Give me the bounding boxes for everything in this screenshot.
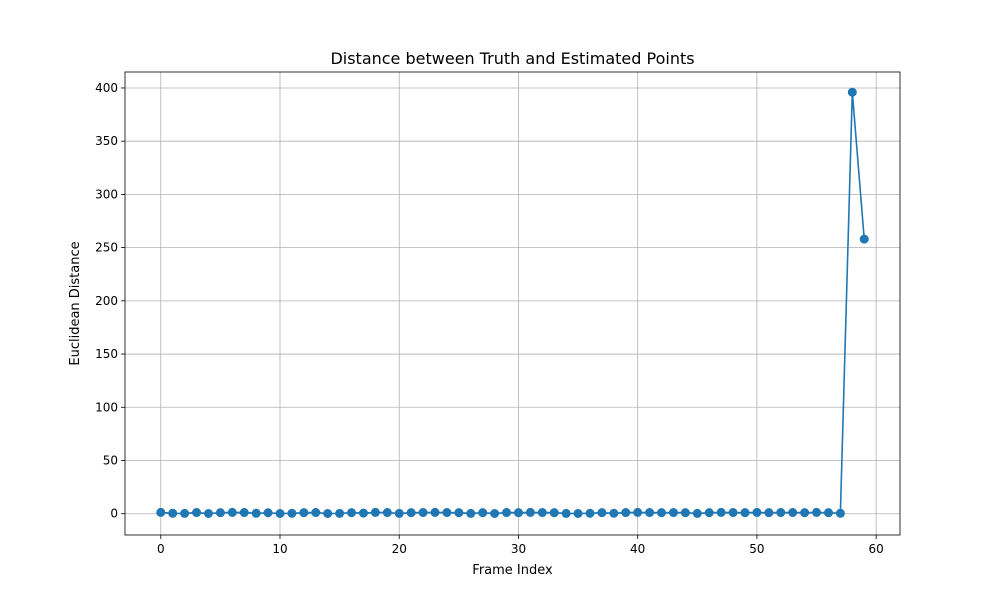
data-point <box>156 507 166 517</box>
data-point <box>609 508 619 518</box>
data-point <box>597 508 607 518</box>
x-tick-label: 50 <box>749 542 764 556</box>
data-point <box>299 508 309 518</box>
series-line <box>160 92 866 515</box>
data-point <box>716 507 726 517</box>
data-point <box>382 508 392 518</box>
x-tick-label: 0 <box>157 542 165 556</box>
data-point <box>859 234 869 244</box>
ticks: 0 10 20 30 40 50 60 0 50 100 150 200 250 300 350 400 <box>95 81 884 556</box>
data-point <box>394 508 404 518</box>
data-point <box>490 508 500 518</box>
data-point <box>525 507 535 517</box>
y-tick-label: 50 <box>103 453 118 467</box>
x-axis-label: Frame Index <box>472 563 553 578</box>
data-point <box>335 508 345 518</box>
data-point <box>275 508 285 518</box>
data-point <box>728 508 738 518</box>
data-point <box>203 508 213 518</box>
plot-area-frame <box>124 71 901 536</box>
chart-title: Distance between Truth and Estimated Poi… <box>330 49 694 68</box>
data-point <box>358 508 368 518</box>
y-tick-label: 300 <box>95 187 118 201</box>
data-point <box>776 508 786 518</box>
x-tick-label: 40 <box>630 542 645 556</box>
data-point <box>442 508 452 518</box>
data-point <box>513 508 523 518</box>
data-point <box>263 508 273 518</box>
data-point <box>549 508 559 518</box>
y-tick-label: 350 <box>95 134 118 148</box>
data-point <box>215 508 225 518</box>
data-point <box>585 508 595 518</box>
data-point <box>823 508 833 518</box>
data-point <box>800 508 810 518</box>
data-point <box>788 508 798 518</box>
data-point <box>740 508 750 518</box>
data-point <box>561 508 571 518</box>
data-point <box>323 508 333 518</box>
grid <box>125 72 900 535</box>
data-point <box>311 508 321 518</box>
data-point <box>418 508 428 518</box>
y-tick-label: 400 <box>95 81 118 95</box>
data-point <box>430 507 440 517</box>
data-point <box>752 507 762 517</box>
y-tick-label: 200 <box>95 294 118 308</box>
data-point <box>406 508 416 518</box>
data-point <box>680 508 690 518</box>
data-point <box>657 508 667 518</box>
y-tick-label: 0 <box>110 507 118 521</box>
data-point <box>370 507 380 517</box>
data-point <box>668 508 678 518</box>
data-point <box>764 508 774 518</box>
y-axis-label: Euclidean Distance <box>68 241 83 365</box>
x-tick-label: 30 <box>511 542 526 556</box>
data-point <box>502 508 512 518</box>
y-tick-label: 150 <box>95 347 118 361</box>
x-tick-label: 60 <box>869 542 884 556</box>
y-tick-label: 250 <box>95 241 118 255</box>
data-point <box>239 508 249 518</box>
data-point <box>180 508 190 518</box>
data-point <box>633 507 643 517</box>
data-point <box>537 508 547 518</box>
data-point <box>466 508 476 518</box>
data-point <box>621 508 631 518</box>
data-point <box>227 507 237 517</box>
data-point <box>454 508 464 518</box>
data-point <box>287 508 297 518</box>
y-tick-label: 100 <box>95 400 118 414</box>
x-tick-label: 10 <box>272 542 287 556</box>
data-point <box>835 508 845 518</box>
data-point <box>847 87 857 97</box>
data-point <box>192 508 202 518</box>
data-point <box>812 507 822 517</box>
data-point <box>478 508 488 518</box>
data-point <box>645 508 655 518</box>
x-tick-label: 20 <box>392 542 407 556</box>
data-point <box>704 508 714 518</box>
series-distance <box>156 87 869 518</box>
data-point <box>692 508 702 518</box>
data-point <box>168 508 178 518</box>
data-point <box>347 508 357 518</box>
data-point <box>251 508 261 518</box>
data-point <box>573 508 583 518</box>
